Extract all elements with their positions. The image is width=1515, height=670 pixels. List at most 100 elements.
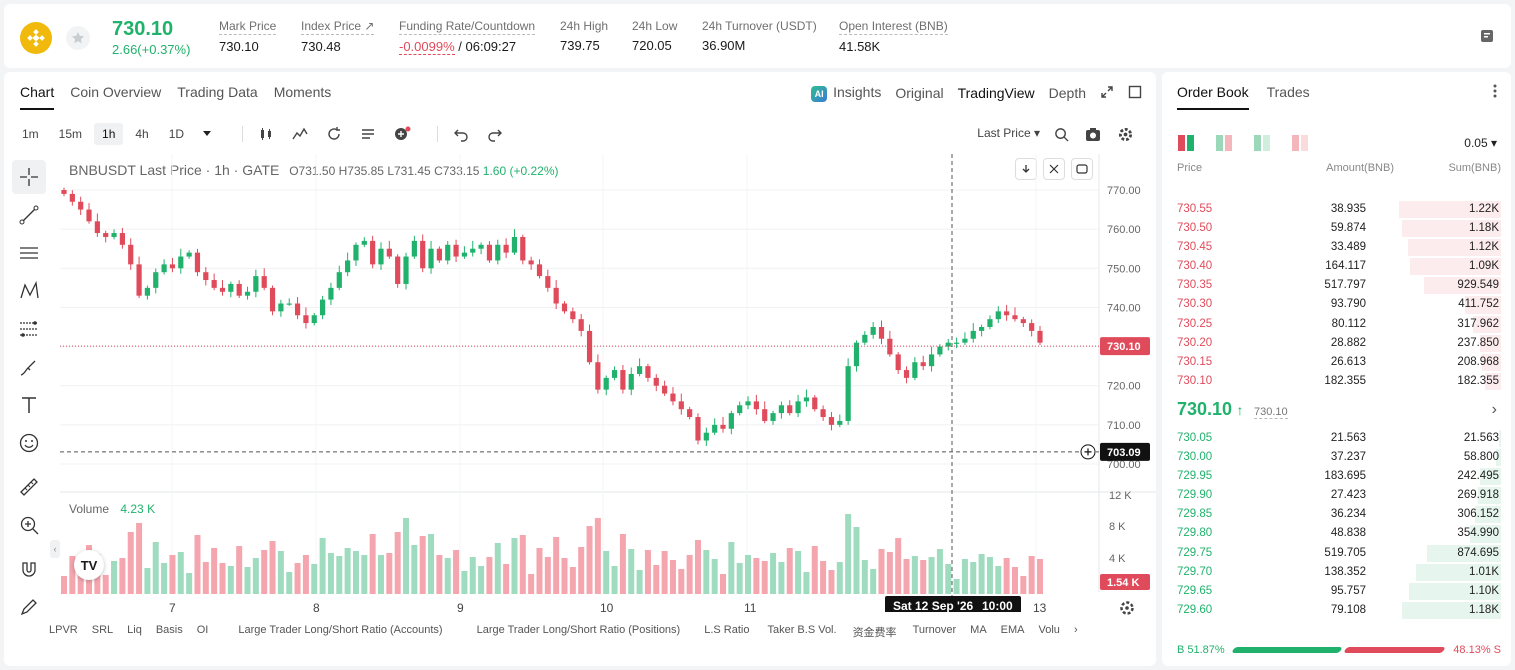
timeframe-1m[interactable]: 1m (22, 127, 39, 141)
indicators-icon[interactable] (289, 123, 311, 145)
stat-label: Index Price ↗ (301, 19, 375, 35)
tab-coin-overview[interactable]: Coin Overview (70, 84, 162, 100)
search-icon[interactable] (1050, 123, 1072, 145)
ruler-icon[interactable] (12, 470, 46, 504)
bid-row[interactable]: 729.75 519.705 874.695 (1172, 544, 1501, 563)
collapse-icon[interactable] (1043, 158, 1065, 180)
fullscreen-icon[interactable] (1071, 158, 1093, 180)
stat-funding-rate[interactable]: Funding Rate/Countdown -0.0099% / 06:09:… (399, 19, 536, 55)
ask-row[interactable]: 730.45 33.489 1.12K (1172, 238, 1501, 257)
horizontal-lines-icon[interactable] (12, 236, 46, 270)
pencil-icon[interactable] (12, 590, 46, 624)
stat-index-price[interactable]: Index Price ↗ 730.48 (301, 19, 375, 54)
more-options-icon[interactable] (1493, 84, 1497, 103)
crosshair-tool-icon[interactable] (12, 160, 46, 194)
indicator-ls-ratio[interactable]: L.S Ratio (704, 624, 750, 636)
candle-down (1037, 330, 1043, 343)
view-original[interactable]: Original (895, 85, 944, 101)
ask-row[interactable]: 730.15 26.613 208.968 (1172, 353, 1501, 372)
tick-size-select[interactable]: 0.05 ▾ (1464, 136, 1497, 150)
price-type-select[interactable]: Last Price ▾ (977, 126, 1040, 140)
timeframe-1d[interactable]: 1D (168, 127, 185, 141)
view-tradingview[interactable]: TradingView (957, 85, 1035, 101)
tradingview-logo-icon[interactable]: TV (74, 550, 104, 580)
indicator-liq[interactable]: Liq (127, 624, 142, 636)
brush-icon[interactable] (12, 350, 46, 384)
ask-row[interactable]: 730.20 28.882 237.850 (1172, 334, 1501, 353)
bid-row[interactable]: 730.00 37.237 58.800 (1172, 448, 1501, 467)
bid-row[interactable]: 730.05 21.563 21.563 (1172, 429, 1501, 448)
view-depth[interactable]: Depth (1048, 85, 1086, 101)
gear-icon[interactable] (1114, 123, 1136, 145)
indicator-ls-accounts[interactable]: Large Trader Long/Short Ratio (Accounts) (238, 624, 443, 636)
stat-open-interest[interactable]: Open Interest (BNB) 41.58K (839, 19, 948, 54)
indicator-turnover[interactable]: Turnover (912, 624, 957, 636)
indicator-volu[interactable]: Volu (1038, 624, 1060, 636)
timeframe-15m[interactable]: 15m (58, 127, 83, 141)
ask-row[interactable]: 730.10 182.355 182.355 (1172, 372, 1501, 391)
text-tool-icon[interactable] (12, 388, 46, 422)
redo-icon[interactable] (484, 123, 506, 145)
indicator-funding[interactable]: 资金费率 (852, 627, 897, 639)
candle-up (970, 330, 976, 339)
ask-row[interactable]: 730.55 38.935 1.22K (1172, 200, 1501, 219)
chevron-right-icon[interactable]: › (1073, 624, 1078, 636)
tab-chart[interactable]: Chart (20, 84, 55, 110)
candlestick-chart[interactable]: 770.00760.00750.00740.00730.00720.00710.… (4, 72, 1156, 612)
templates-icon[interactable] (357, 123, 379, 145)
view-mixed-icon[interactable] (1216, 135, 1232, 151)
replay-icon[interactable] (323, 123, 345, 145)
bid-row[interactable]: 729.95 183.695 242.495 (1172, 467, 1501, 486)
ask-row[interactable]: 730.40 164.117 1.09K (1172, 257, 1501, 276)
bid-row[interactable]: 729.60 79.108 1.18K (1172, 601, 1501, 620)
indicator-oi[interactable]: OI (196, 624, 209, 636)
camera-icon[interactable] (1082, 123, 1104, 145)
mid-price-row[interactable]: 730.10 ↑ 730.10 › (1177, 399, 1497, 423)
pattern-tool-icon[interactable] (12, 274, 46, 308)
favorite-star-icon[interactable] (66, 26, 90, 50)
indicator-taker-vol[interactable]: Taker B.S Vol. (767, 624, 837, 636)
indicator-ema[interactable]: EMA (1000, 624, 1025, 636)
chevron-right-icon[interactable]: › (1491, 401, 1497, 418)
tab-order-book[interactable]: Order Book (1177, 84, 1249, 110)
insights-button[interactable]: AI Insights (811, 84, 881, 102)
add-alert-icon[interactable] (391, 123, 413, 145)
candles-icon[interactable] (255, 123, 277, 145)
ask-row[interactable]: 730.30 93.790 411.752 (1172, 295, 1501, 314)
indicator-basis[interactable]: Basis (155, 624, 183, 636)
bid-row[interactable]: 729.80 48.838 354.990 (1172, 524, 1501, 543)
layout-icon[interactable] (1128, 85, 1142, 102)
tab-moments[interactable]: Moments (273, 84, 332, 100)
indicator-srl[interactable]: SRL (91, 624, 114, 636)
timeframe-4h[interactable]: 4h (135, 127, 149, 141)
ask-row[interactable]: 730.50 59.874 1.18K (1172, 219, 1501, 238)
tab-trades[interactable]: Trades (1266, 84, 1310, 100)
expand-icon[interactable] (1100, 85, 1114, 102)
chevron-down-icon[interactable] (196, 123, 218, 145)
zoom-in-icon[interactable] (12, 508, 46, 542)
indicator-lpvr[interactable]: LPVR (49, 624, 78, 636)
ask-row[interactable]: 730.35 517.797 929.549 (1172, 276, 1501, 295)
chart-settings-icon[interactable] (1119, 600, 1135, 621)
bid-row[interactable]: 729.90 27.423 269.918 (1172, 486, 1501, 505)
bid-row[interactable]: 729.85 36.234 306.152 (1172, 505, 1501, 524)
scroll-left-icon[interactable]: ‹ (50, 540, 60, 558)
bid-row[interactable]: 729.65 95.757 1.10K (1172, 582, 1501, 601)
stat-mark-price[interactable]: Mark Price 730.10 (219, 19, 277, 54)
emoji-icon[interactable] (12, 426, 46, 460)
view-bids-icon[interactable] (1254, 135, 1270, 151)
ask-row[interactable]: 730.25 80.112 317.962 (1172, 315, 1501, 334)
timeframe-1h[interactable]: 1h (94, 123, 124, 145)
volume-bar (144, 568, 151, 594)
trend-line-icon[interactable] (12, 198, 46, 232)
bid-row[interactable]: 729.70 138.352 1.01K (1172, 563, 1501, 582)
undo-icon[interactable] (450, 123, 472, 145)
indicator-ls-positions[interactable]: Large Trader Long/Short Ratio (Positions… (476, 624, 681, 636)
view-asks-icon[interactable] (1292, 135, 1308, 151)
view-both-icon[interactable] (1178, 135, 1194, 151)
fib-tool-icon[interactable] (12, 312, 46, 346)
tab-trading-data[interactable]: Trading Data (177, 84, 258, 100)
indicator-ma[interactable]: MA (970, 624, 987, 636)
magnet-icon[interactable] (12, 552, 46, 586)
notebook-icon[interactable] (1479, 28, 1495, 49)
